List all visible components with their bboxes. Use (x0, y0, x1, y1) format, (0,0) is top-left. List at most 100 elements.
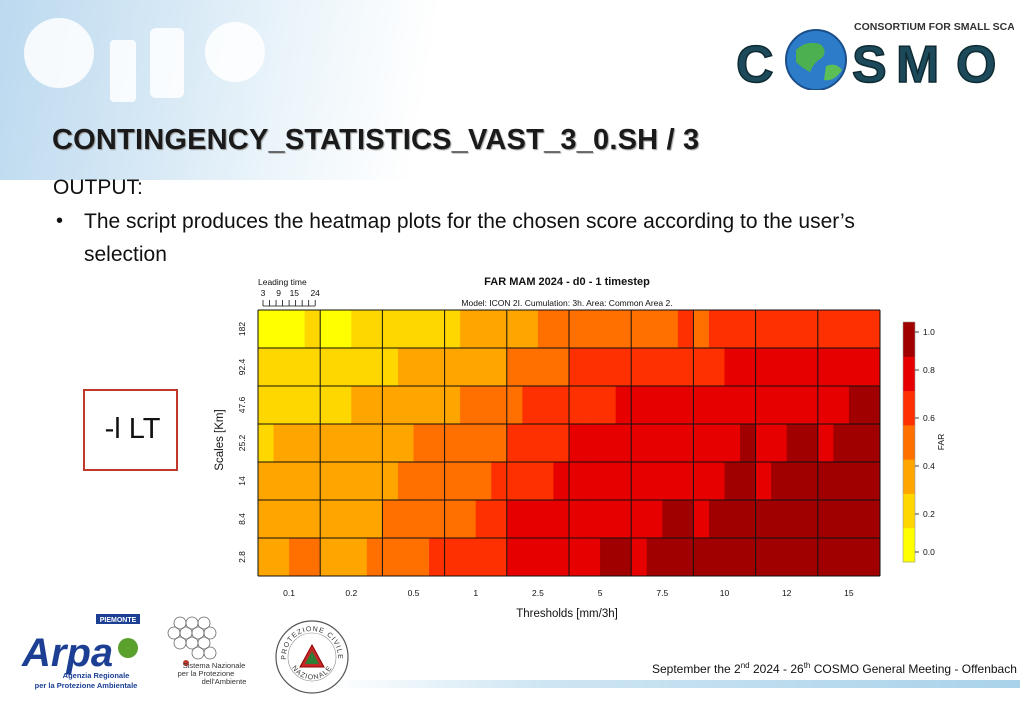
heatmap-cell (569, 310, 585, 348)
heatmap-cell (864, 462, 881, 500)
heatmap-cell (848, 424, 865, 462)
heatmap-cell (802, 424, 819, 462)
heatmap-cell (522, 462, 539, 500)
x-tick-label: 0.5 (408, 588, 420, 598)
heatmap-cell (631, 462, 648, 500)
heatmap-cell (833, 386, 850, 424)
heatmap-cell (817, 462, 834, 500)
heatmap-cell (600, 538, 617, 576)
y-tick-label: 182 (237, 322, 247, 336)
heatmap-cell (397, 348, 414, 386)
heatmap-cell (429, 462, 445, 500)
heatmap-cell (771, 462, 788, 500)
heatmap-cell (693, 348, 710, 386)
arpa-region: PIEMONTE (100, 617, 137, 624)
heatmap-grid (257, 309, 881, 577)
heatmap-cell (537, 424, 554, 462)
heatmap-cell (677, 386, 694, 424)
leading-time-tick-label: 3 (261, 288, 266, 298)
heatmap-cell (724, 310, 741, 348)
heatmap-cell (755, 348, 772, 386)
output-label: OUTPUT: (53, 176, 143, 199)
footer-sup: nd (740, 661, 750, 670)
heatmap-cell (506, 386, 523, 424)
heatmap-cell (289, 500, 306, 538)
cosmo-caption: CONSORTIUM FOR SMALL SCALE MODELING (854, 21, 1014, 33)
heatmap-cell (708, 500, 725, 538)
cosmo-letter-s: S (852, 36, 887, 90)
heatmap-cell (397, 310, 414, 348)
heatmap-cell (351, 500, 368, 538)
heatmap-cell (506, 500, 523, 538)
heatmap-cell (724, 424, 741, 462)
heatmap-cell (366, 386, 383, 424)
heatmap-cell (429, 386, 445, 424)
heatmap-cell (304, 500, 321, 538)
colorbar-segment (903, 459, 915, 494)
leading-time-ticks: 3 9 15 24 (261, 288, 320, 307)
heatmap-cell (848, 348, 865, 386)
heatmap-cell (724, 386, 741, 424)
heatmap-cell (771, 386, 788, 424)
heatmap-cell (351, 310, 368, 348)
heatmap-cell (351, 538, 368, 576)
heatmap-cell (537, 462, 554, 500)
heatmap-cell (584, 500, 601, 538)
y-tick-label: 14 (237, 476, 247, 486)
heatmap-cell (584, 538, 601, 576)
heatmap-cell (397, 462, 414, 500)
heatmap-cell (366, 500, 383, 538)
heatmap-cell (693, 386, 710, 424)
heatmap-cell (351, 462, 368, 500)
heatmap-cell (553, 462, 570, 500)
heatmap-cell (740, 310, 756, 348)
heatmap-cell (662, 386, 679, 424)
heatmap-cell (320, 538, 337, 576)
heatmap-cell (320, 310, 337, 348)
heatmap-cell (413, 348, 430, 386)
footer-rule (330, 680, 1020, 688)
heatmap-cell (802, 462, 819, 500)
heatmap-cell (335, 462, 352, 500)
heatmap-cell (537, 500, 554, 538)
x-axis-label: Thresholds [mm/3h] (516, 608, 618, 620)
heatmap-cell (553, 424, 570, 462)
heatmap-cell (382, 538, 399, 576)
heatmap-cell (522, 386, 539, 424)
heatmap-cell (615, 462, 632, 500)
heatmap-cell (817, 500, 834, 538)
arpa-piemonte-logo: PIEMONTE Arpa Agenzia Regionale per la P… (21, 614, 140, 690)
heatmap-cell (771, 424, 788, 462)
heatmap-cell (553, 310, 570, 348)
heatmap-cell (615, 348, 632, 386)
heatmap-cell (755, 310, 772, 348)
option-callout-box: -l LT (83, 389, 178, 471)
heatmap-cell (382, 348, 399, 386)
heatmap-cell (646, 310, 663, 348)
heatmap-cell (848, 462, 865, 500)
heatmap-cell (740, 424, 756, 462)
heatmap-cell (553, 538, 570, 576)
heatmap-cell (460, 424, 477, 462)
heatmap-cell (646, 386, 663, 424)
background-tree-shape (150, 28, 184, 98)
y-tick-label: 47.6 (237, 396, 247, 413)
colorbar-segment (903, 322, 915, 357)
heatmap-cell (258, 462, 274, 500)
heatmap-cell (258, 310, 274, 348)
heatmap-cell (833, 348, 850, 386)
heatmap-cell (397, 538, 414, 576)
heatmap-cell (677, 500, 694, 538)
colorbar-tick-label: 0.4 (923, 461, 935, 471)
heatmap-cell (584, 386, 601, 424)
x-tick-label: 1 (473, 588, 478, 598)
heatmap-cell (600, 310, 617, 348)
heatmap-cell (615, 500, 632, 538)
heatmap-cell (864, 310, 881, 348)
heatmap-cell (366, 424, 383, 462)
heatmap-cell (537, 310, 554, 348)
heatmap-cell (584, 310, 601, 348)
heatmap-cell (600, 500, 617, 538)
x-tick-label: 7.5 (656, 588, 668, 598)
heatmap-cell (491, 310, 508, 348)
